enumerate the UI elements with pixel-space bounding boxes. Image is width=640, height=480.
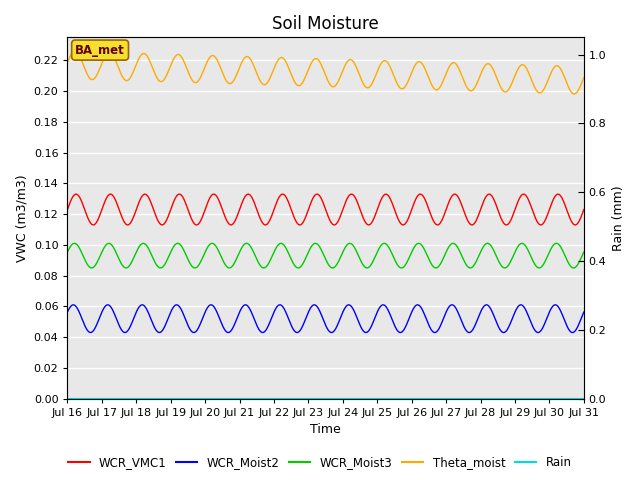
Text: BA_met: BA_met	[76, 44, 125, 57]
Legend: WCR_VMC1, WCR_Moist2, WCR_Moist3, Theta_moist, Rain: WCR_VMC1, WCR_Moist2, WCR_Moist3, Theta_…	[63, 452, 577, 474]
X-axis label: Time: Time	[310, 423, 341, 436]
Title: Soil Moisture: Soil Moisture	[272, 15, 379, 33]
Y-axis label: VWC (m3/m3): VWC (m3/m3)	[15, 174, 28, 262]
Y-axis label: Rain (mm): Rain (mm)	[612, 185, 625, 251]
